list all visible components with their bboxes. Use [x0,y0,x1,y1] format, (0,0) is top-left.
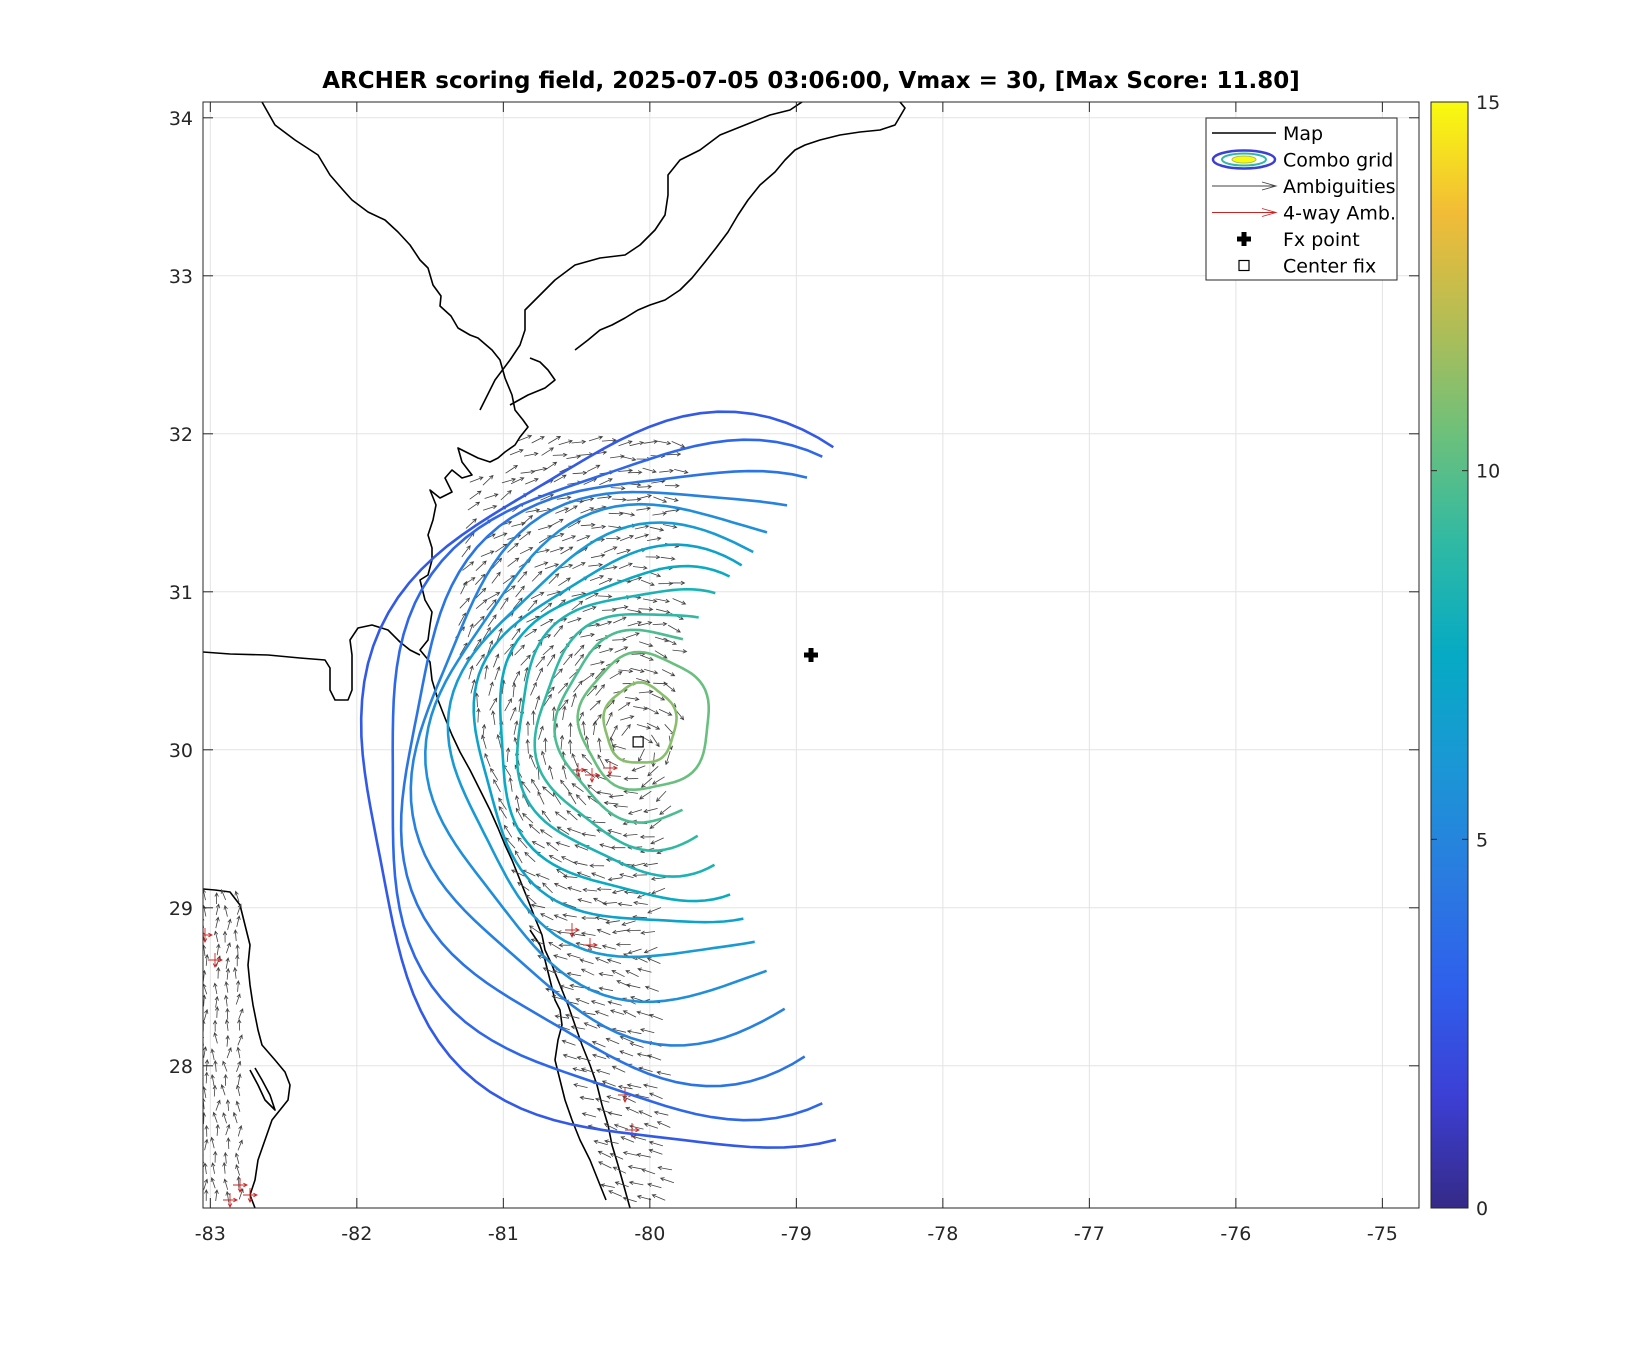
y-tick-label: 33 [169,266,193,288]
coastline-segment [261,102,631,1208]
axes-border [202,101,1420,1209]
colorbar-tick-label: 5 [1476,829,1488,851]
legend-combo-swatch-inner [1231,155,1257,164]
legend-entry-label: Fx point [1283,229,1360,251]
coastline-segment [509,357,556,406]
legend-center-fix-swatch [1238,259,1250,272]
colorbar-tick-label: 0 [1476,1198,1488,1220]
score-contour-line [399,469,808,1088]
score-contour-line [446,521,755,959]
score-contour-line [533,613,699,853]
colorbar-tick-label: 15 [1476,92,1500,114]
score-contour-line [359,410,837,1149]
legend-fx-point-swatch [1237,232,1251,246]
score-contour-line [391,438,823,1122]
y-tick-label: 28 [169,1056,193,1078]
legend-entry-label: Combo grid [1283,150,1393,172]
legend: Map Combo grid Ambiguities 4-way Amb. Fx poi… [1205,117,1398,281]
y-tick-label: 30 [169,740,193,762]
x-tick-label: -80 [634,1223,665,1245]
colorbar-tick-label: 10 [1476,461,1500,483]
x-tick-label: -78 [927,1223,958,1245]
x-tick-label: -81 [488,1223,519,1245]
x-tick-label: -75 [1367,1223,1398,1245]
score-contour-line [423,502,768,1004]
y-tick-label: 34 [169,108,193,130]
legend-box [1205,117,1398,281]
y-tick-label: 32 [169,424,193,446]
x-tick-label: -77 [1074,1223,1105,1245]
score-contours [359,410,837,1149]
point-markers [632,648,818,748]
legend-four-way-swatch [1212,208,1278,217]
score-contour-line [576,650,710,792]
coastline-segment [203,624,421,701]
x-tick-label: -82 [341,1223,372,1245]
fx-point-marker [804,648,818,662]
coastline-segment [203,888,291,1208]
legend-entry-label: Center fix [1283,256,1376,278]
x-tick-label: -79 [781,1223,812,1245]
legend-entry-label: 4-way Amb. [1283,203,1396,225]
center-fix-marker [632,736,644,748]
legend-entry-label: Ambiguities [1283,176,1396,198]
legend-entry-label: Map [1283,123,1323,145]
colorbar: 0 5 10 15 [1430,92,1500,1220]
score-contour-line [602,681,678,764]
four-way-ambiguity-arrows [203,761,641,1208]
chart-title: ARCHER scoring field, 2025-07-05 03:06:0… [322,68,1300,94]
axis-ticks: -83 -82 -81 -80 -79 -78 -77 -76 -75 28 29 30 31 32 33 3… [169,102,1419,1245]
score-contour-line [472,543,744,924]
coastline-segment [249,1067,276,1111]
legend-ambiguities-swatch [1212,181,1278,191]
x-tick-label: -83 [195,1223,226,1245]
colorbar-gradient [1430,101,1469,1209]
score-contour-line [498,564,731,903]
axes-frame [202,101,1420,1209]
y-tick-label: 29 [169,898,193,920]
score-contour-line [409,490,788,1047]
x-tick-label: -76 [1220,1223,1251,1245]
score-contour-line [553,628,684,824]
y-tick-label: 31 [169,582,193,604]
ambiguity-arrow-field [203,434,689,1203]
ambiguity-arrows [203,434,689,1208]
score-contour-line [515,587,716,878]
coastline-segment [479,102,804,411]
coastline-segment [574,102,906,351]
